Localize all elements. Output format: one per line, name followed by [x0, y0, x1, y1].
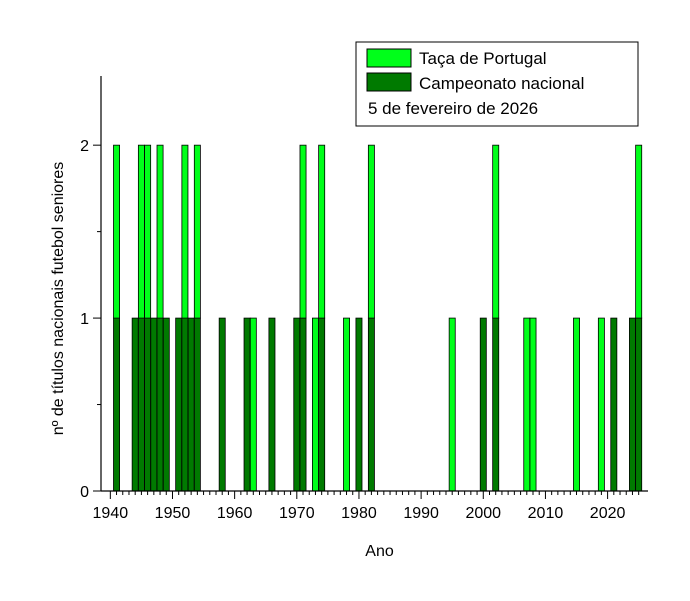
x-tick-label-1940: 1940: [93, 505, 129, 522]
x-tick-label-1950: 1950: [155, 505, 191, 522]
bar-league-2000: [479, 317, 487, 492]
bar-cup-2008: [529, 317, 537, 492]
bar-league-1944: [131, 317, 139, 492]
bar-cup-2025: [635, 144, 643, 319]
bar-league-1941: [113, 317, 120, 492]
x-tick-label-1980: 1980: [341, 505, 377, 522]
bar-cup-1954: [193, 144, 201, 319]
legend: Taça de Portugal Campeonato nacional 5 d…: [355, 41, 639, 127]
x-tick-label-1990: 1990: [403, 505, 439, 522]
x-axis-title: Ano: [365, 543, 394, 560]
x-tick-label-2020: 2020: [590, 505, 626, 522]
bars-layer: [113, 144, 643, 492]
bar-league-1971: [299, 317, 307, 492]
bar-cup-1952: [181, 144, 189, 319]
bar-league-1946: [144, 317, 152, 492]
bar-cup-1945: [137, 144, 145, 319]
bar-league-1980: [355, 317, 363, 492]
bar-league-1954: [193, 317, 201, 492]
bar-league-2021: [610, 317, 618, 492]
legend-swatch-league: [366, 72, 412, 92]
bar-league-1947: [150, 317, 158, 492]
x-tick-label-1960: 1960: [217, 505, 253, 522]
legend-note: 5 de fevereiro de 2026: [368, 99, 538, 118]
bar-league-1951: [175, 317, 183, 492]
bar-cup-1973: [312, 317, 319, 492]
bar-league-2024: [629, 317, 636, 492]
bar-league-1945: [137, 317, 145, 492]
legend-label-league: Campeonato nacional: [419, 74, 584, 93]
bar-cup-1946: [144, 144, 152, 319]
bar-league-1962: [243, 317, 251, 492]
y-tick-label-2: 2: [80, 138, 89, 155]
bar-league-1949: [162, 317, 170, 492]
x-tick-label-1970: 1970: [279, 505, 315, 522]
bar-league-1948: [156, 317, 164, 492]
bar-league-1982: [367, 317, 375, 492]
bar-cup-1941: [113, 144, 120, 319]
bar-cup-1948: [156, 144, 164, 319]
bar-league-2025: [635, 317, 643, 492]
bar-cup-1971: [299, 144, 307, 319]
bar-cup-1978: [343, 317, 350, 492]
x-tick-label-2010: 2010: [528, 505, 564, 522]
bar-league-1953: [187, 317, 195, 492]
bar-cup-1982: [367, 144, 375, 319]
axes: 1940 1950 1960 1970 1980 1990 2000 2010 2020 0 1 2: [80, 76, 648, 522]
bar-cup-2007: [523, 317, 531, 492]
bar-cup-2002: [492, 144, 500, 319]
bar-league-1970: [293, 317, 301, 492]
y-tick-label-0: 0: [80, 484, 89, 501]
legend-swatch-cup: [366, 48, 412, 68]
bar-league-1966: [268, 317, 276, 492]
y-tick-label-1: 1: [80, 311, 89, 328]
bar-cup-2019: [597, 317, 605, 492]
bar-league-1974: [318, 317, 326, 492]
y-axis-title: nº de títulos nacionais futebol seniores: [50, 162, 67, 436]
bar-cup-1995: [448, 317, 456, 492]
bar-league-1952: [181, 317, 189, 492]
bar-cup-1974: [318, 144, 326, 319]
legend-label-cup: Taça de Portugal: [419, 49, 547, 68]
bar-cup-1963: [249, 317, 257, 492]
bar-league-1958: [218, 317, 226, 492]
bar-cup-2015: [573, 317, 580, 492]
x-tick-label-2000: 2000: [465, 505, 501, 522]
bar-league-2002: [492, 317, 500, 492]
